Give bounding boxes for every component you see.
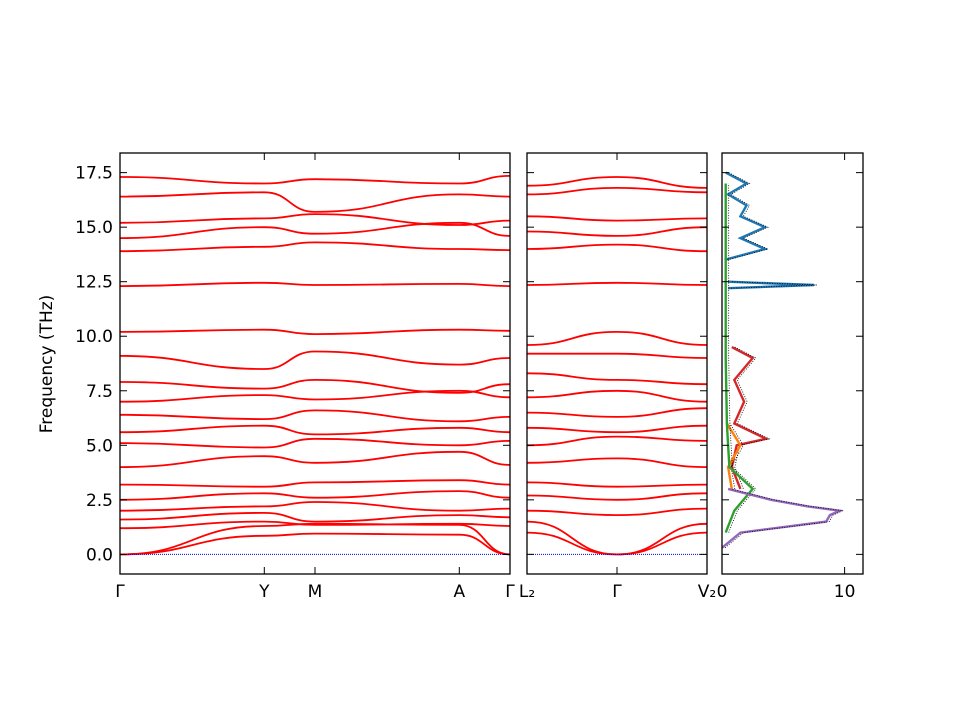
dos-frame	[721, 152, 864, 575]
y-tick-label: 12.5	[75, 273, 113, 293]
band-line	[119, 490, 511, 501]
band-line	[119, 191, 511, 213]
band-line	[119, 424, 511, 436]
x-tick-label: A	[453, 582, 465, 602]
y-tick-label: 7.5	[86, 382, 113, 402]
band-structure-panel: 0.0 2.5 5.0 7.5 10.0 12.5 15.0 17.5 Γ Y M A Γ Frequ…	[37, 152, 515, 602]
y-tick-label: 5.0	[86, 436, 113, 456]
band-line	[526, 215, 708, 222]
band-line	[526, 226, 708, 237]
dos-series-line	[728, 280, 815, 290]
secondary-x-axis-ticks: L₂ Γ V₂	[519, 153, 716, 602]
band-lines	[119, 175, 511, 556]
dos-series-line	[721, 487, 845, 549]
dos-total-line	[734, 346, 771, 490]
band-line	[526, 389, 708, 403]
y-axis-label: Frequency (THz)	[37, 295, 57, 434]
band-line	[526, 186, 708, 196]
band-structure-secondary-panel: L₂ Γ V₂	[519, 152, 716, 602]
dos-curves	[721, 171, 845, 549]
dos-y-ticks	[722, 172, 863, 555]
dos-x-tick-label: 10	[834, 582, 856, 602]
dos-total-line	[727, 172, 770, 261]
band-line	[526, 281, 708, 286]
band-line	[119, 328, 511, 336]
band-line	[526, 435, 708, 447]
x-tick-label: M	[308, 582, 323, 602]
band-line	[526, 176, 708, 189]
y-tick-label: 17.5	[75, 164, 113, 184]
band-line	[119, 350, 511, 370]
band-line	[119, 241, 511, 253]
x-tick-label: V₂	[698, 582, 716, 602]
dos-x-tick-label: 0	[717, 582, 728, 602]
band-line	[119, 175, 511, 185]
y-tick-label: 0.0	[86, 545, 113, 565]
band-lines-secondary	[526, 176, 708, 556]
band-line	[119, 532, 511, 556]
band-line	[526, 531, 708, 556]
x-tick-label: Γ	[612, 582, 622, 602]
band-line	[119, 281, 511, 287]
band-line	[119, 450, 511, 468]
y-tick-label: 10.0	[75, 327, 113, 347]
band-line	[119, 378, 511, 394]
band-line	[526, 243, 708, 253]
band-line	[526, 507, 708, 517]
band-line	[526, 330, 708, 346]
y-axis-ticks: 0.0 2.5 5.0 7.5 10.0 12.5 15.0 17.5	[75, 164, 510, 565]
band-line	[119, 437, 511, 449]
dos-total-line	[728, 183, 757, 533]
band-line	[526, 424, 708, 434]
band-line	[119, 511, 511, 523]
secondary-y-ticks	[527, 172, 707, 555]
band-line	[526, 492, 708, 501]
dos-total-line	[731, 281, 818, 289]
band-line	[526, 457, 708, 468]
dos-series-line	[724, 183, 755, 534]
band-line	[119, 389, 511, 403]
band-line	[526, 520, 708, 556]
y-tick-label: 15.0	[75, 218, 113, 238]
dos-series-line	[725, 422, 742, 490]
band-line	[119, 501, 511, 512]
x-tick-label: Y	[258, 582, 270, 602]
dos-series-line	[730, 346, 770, 490]
band-line	[526, 407, 708, 418]
band-line	[119, 520, 511, 530]
x-tick-label: Γ	[505, 582, 515, 602]
band-line	[527, 352, 708, 359]
y-tick-label: 2.5	[86, 491, 113, 511]
dos-total-line	[724, 488, 845, 549]
band-line	[526, 372, 708, 386]
band-line	[119, 221, 511, 239]
band-line	[119, 479, 511, 488]
band-line	[119, 213, 511, 226]
band-line	[119, 522, 511, 556]
x-tick-label: Γ	[115, 582, 125, 602]
dos-series-line	[724, 171, 769, 262]
dos-panel: 0 10	[717, 152, 864, 602]
dos-x-axis-ticks: 0 10	[717, 153, 856, 602]
x-tick-label: L₂	[519, 582, 535, 602]
band-line	[526, 481, 708, 488]
band-line	[119, 409, 511, 423]
